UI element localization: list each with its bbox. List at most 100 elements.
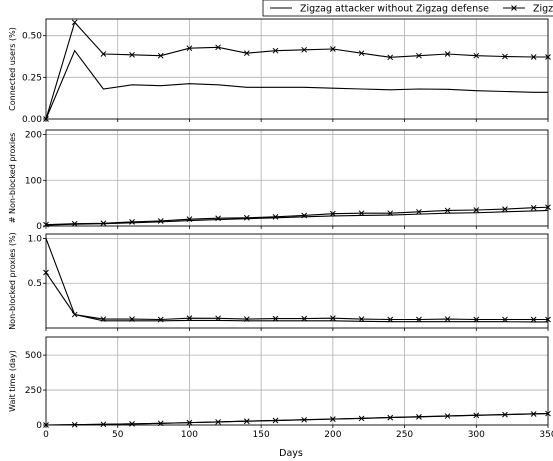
x-marker xyxy=(100,316,107,322)
x-marker xyxy=(416,316,422,323)
x-marker xyxy=(157,52,164,59)
legend-label-without: Zigzag attacker without Zigzag defense xyxy=(300,4,489,15)
legend: Zigzag attacker without Zigzag defense Z… xyxy=(262,0,553,17)
x-marker xyxy=(330,210,336,217)
x-marker xyxy=(444,51,451,57)
y-tick-label: 0 xyxy=(36,421,42,431)
x-marker xyxy=(215,419,221,425)
chart-panels: 0.00 0.25 0.5 0 Connected users (%) 0 100 200 # … xyxy=(8,18,551,431)
x-tick-label: 50 xyxy=(112,430,124,440)
x-marker xyxy=(502,206,508,212)
x-marker xyxy=(272,315,279,322)
x-marker xyxy=(502,316,508,323)
x-marker xyxy=(157,316,164,323)
x-marker xyxy=(387,316,394,323)
x-marker xyxy=(272,417,279,424)
x-marker xyxy=(387,54,394,61)
x-marker xyxy=(416,414,422,420)
x-marker xyxy=(330,416,336,422)
x-marker xyxy=(243,214,250,221)
x-marker xyxy=(272,47,279,54)
x-marker xyxy=(100,220,107,227)
x-marker xyxy=(129,51,135,58)
y-axis-label: Wait time (day) xyxy=(8,350,17,412)
x-marker xyxy=(330,46,336,52)
panel-frame xyxy=(45,233,549,329)
panel-frame xyxy=(45,336,549,426)
x-marker xyxy=(545,316,551,323)
x-marker xyxy=(473,207,480,213)
x-marker xyxy=(473,52,480,59)
series-line-without-defense xyxy=(45,49,548,120)
x-tick-label: 100 xyxy=(181,430,198,440)
x-marker xyxy=(186,419,193,426)
y-axis-label: # Non-blocked proxies xyxy=(8,133,17,223)
x-marker xyxy=(545,54,551,60)
x-tick-label: 300 xyxy=(468,430,485,440)
x-marker xyxy=(215,215,221,222)
y-tick-label: 250 xyxy=(25,386,42,396)
x-marker xyxy=(129,421,135,427)
x-marker xyxy=(100,421,107,428)
series-line-with-defense xyxy=(45,412,549,426)
x-marker xyxy=(100,51,107,57)
panel-frame xyxy=(45,129,549,227)
x-marker xyxy=(157,218,164,224)
x-marker xyxy=(530,316,537,323)
x-marker xyxy=(444,413,451,419)
x-marker xyxy=(444,207,451,214)
panel-1: 0.00 0.25 0.50 Connected users (%) xyxy=(8,18,551,125)
y-axis-label: Connected users (%) xyxy=(8,27,17,111)
legend-marker-with xyxy=(511,5,517,11)
x-marker xyxy=(330,315,336,322)
x-marker xyxy=(71,220,78,227)
x-marker xyxy=(358,210,365,217)
legend-label-with: Zigzag attacker with Zigzag defense xyxy=(533,4,553,15)
x-marker xyxy=(243,418,250,425)
x-tick-label: 150 xyxy=(253,430,270,440)
x-marker xyxy=(502,53,508,60)
x-marker xyxy=(129,316,135,322)
y-tick-label: 100 xyxy=(25,176,42,186)
x-marker xyxy=(272,214,279,220)
x-marker xyxy=(129,219,135,225)
x-tick-label: 350 xyxy=(539,430,553,440)
x-tick-label: 200 xyxy=(324,430,341,440)
series-line-with-defense xyxy=(45,206,549,226)
x-marker xyxy=(186,45,193,52)
x-tick-label: 0 xyxy=(43,430,49,440)
x-marker xyxy=(301,46,308,53)
x-marker xyxy=(43,221,49,228)
x-marker xyxy=(416,208,422,215)
panel-frame xyxy=(45,18,549,120)
x-marker xyxy=(502,411,508,418)
x-marker xyxy=(473,316,480,323)
y-tick-label: 0.00 xyxy=(22,115,42,125)
x-tick-label: 250 xyxy=(396,430,413,440)
x-marker xyxy=(530,204,537,211)
x-marker xyxy=(387,210,394,217)
x-marker xyxy=(243,50,250,57)
x-marker xyxy=(545,204,551,211)
panel-4: 0 250 500 Wait time (day) xyxy=(8,336,551,431)
x-marker xyxy=(301,315,308,322)
y-tick-label: 0 xyxy=(36,222,42,232)
x-marker xyxy=(473,412,480,419)
x-marker xyxy=(71,421,78,428)
y-tick-label: 200 xyxy=(25,131,42,141)
x-marker xyxy=(71,19,78,26)
x-marker xyxy=(243,316,250,322)
y-tick-label: 500 xyxy=(25,351,42,361)
x-marker xyxy=(545,410,551,417)
x-marker xyxy=(301,212,308,219)
series-line-without-defense xyxy=(45,238,548,323)
x-marker xyxy=(358,50,365,57)
series-line-with-defense xyxy=(45,21,548,120)
y-tick-label: 0.25 xyxy=(22,73,42,83)
x-axis-ticks: 0 50 100 150 200 250 300 350 xyxy=(43,430,553,440)
y-tick-label: 0.5 xyxy=(28,279,42,289)
x-marker xyxy=(71,311,78,318)
x-marker xyxy=(186,216,193,222)
y-axis-label: Non-blocked proxies (%) xyxy=(8,232,17,330)
